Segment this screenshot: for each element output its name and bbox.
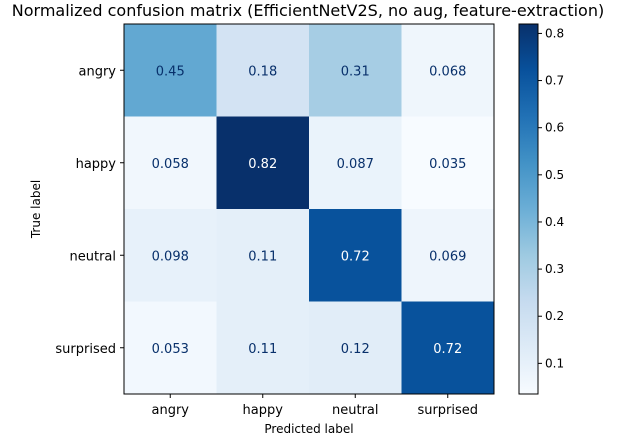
colorbar-tick-label: 0.6 xyxy=(545,121,564,135)
cell-value-label: 0.18 xyxy=(248,64,277,79)
cell-value-label: 0.035 xyxy=(429,157,466,172)
colorbar-tick-label: 0.5 xyxy=(545,168,564,182)
heatmap-cell xyxy=(216,116,310,210)
heatmap-cell xyxy=(216,301,310,395)
heatmap-cell xyxy=(401,116,495,210)
x-axis-label: Predicted label xyxy=(264,422,353,436)
y-axis-label: True label xyxy=(29,180,43,239)
colorbar-tick-label: 0.8 xyxy=(545,26,564,40)
plot-frame xyxy=(123,23,495,395)
cell-value-label: 0.058 xyxy=(152,157,189,172)
y-tick-label: angry xyxy=(79,64,117,79)
cell-value-label: 0.72 xyxy=(433,342,462,357)
heatmap-cell xyxy=(401,209,495,302)
heatmap-cell xyxy=(309,209,402,302)
heatmap-cell xyxy=(401,301,495,395)
colorbar-ticks: 0.1 0.2 0.3 0.4 0.5 0.6 0.7 0.8 xyxy=(538,26,564,370)
x-tick-label: happy xyxy=(243,403,284,418)
heatmap-cell xyxy=(309,24,402,117)
colorbar-tick-label: 0.1 xyxy=(545,356,564,370)
colorbar xyxy=(518,23,539,395)
heatmap-cell xyxy=(124,116,217,210)
colorbar-tick-label: 0.7 xyxy=(545,74,564,88)
y-tick-label: neutral xyxy=(70,249,117,264)
x-tick-label: surprised xyxy=(417,403,478,418)
cell-value-label: 0.053 xyxy=(152,342,189,357)
x-axis-ticks: angry happy neutral surprised xyxy=(152,394,478,418)
colorbar-tick-label: 0.2 xyxy=(545,309,564,323)
y-tick-label: surprised xyxy=(55,342,116,357)
x-tick-label: angry xyxy=(152,403,190,418)
cell-value-label: 0.82 xyxy=(248,157,277,172)
y-tick-label: happy xyxy=(76,157,117,172)
cell-value-label: 0.098 xyxy=(152,249,189,264)
heatmap-cell xyxy=(124,301,217,395)
y-axis-ticks: angry happy neutral surprised xyxy=(55,64,124,357)
heatmap-cells xyxy=(124,24,495,395)
cell-value-label: 0.068 xyxy=(429,64,466,79)
colorbar-tick-label: 0.4 xyxy=(545,215,564,229)
cell-value-label: 0.087 xyxy=(337,157,374,172)
cell-value-label: 0.11 xyxy=(248,342,277,357)
heatmap-cell-labels: 0.45 0.18 0.31 0.068 0.058 0.82 0.087 0.035 0.09… xyxy=(152,64,467,357)
heatmap-cell xyxy=(216,209,310,302)
colorbar-tick-label: 0.3 xyxy=(545,262,564,276)
cell-value-label: 0.12 xyxy=(341,342,370,357)
heatmap-cell xyxy=(309,116,402,210)
heatmap-cell xyxy=(216,24,310,117)
heatmap-cell xyxy=(124,24,217,117)
chart-title: Normalized confusion matrix (EfficientNe… xyxy=(12,1,604,20)
cell-value-label: 0.31 xyxy=(341,64,370,79)
heatmap-cell xyxy=(309,301,402,395)
heatmap-cell xyxy=(124,209,217,302)
cell-value-label: 0.069 xyxy=(429,249,466,264)
cell-value-label: 0.11 xyxy=(248,249,277,264)
cell-value-label: 0.72 xyxy=(341,249,370,264)
x-tick-label: neutral xyxy=(332,403,379,418)
heatmap-cell xyxy=(401,24,495,117)
cell-value-label: 0.45 xyxy=(156,64,185,79)
